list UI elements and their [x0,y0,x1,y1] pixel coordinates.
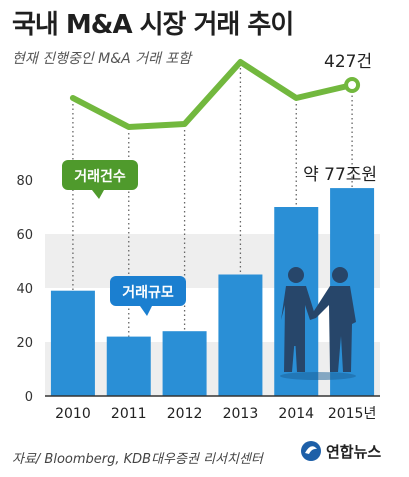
bar [218,274,263,396]
bar-data-label: 약 77조원 [303,165,377,185]
logo-text: 연합뉴스 [326,442,382,461]
y-tick-label: 80 [16,174,33,189]
logo: 연합뉴스 [300,440,381,462]
x-tick-label: 2015년 [328,406,377,422]
y-tick-label: 40 [16,282,33,297]
legend-bubble-size [110,276,186,306]
page-title: 국내 M&A 시장 거래 추이 [12,10,294,40]
legend-label-count: 거래건수 [74,168,126,185]
legend-bubble-size-tail [140,306,152,316]
legend-label-size: 거래규모 [122,285,174,301]
y-tick-label: 60 [16,228,33,243]
grid-band [45,234,380,288]
y-tick-label: 20 [16,336,33,351]
grid-band [45,342,380,396]
handshake-businessmen-icon [281,267,356,372]
legend-bubble-count-tail [92,190,104,199]
x-tick-label: 2010 [55,406,91,422]
x-tick-label: 2012 [167,406,203,422]
x-tick-label: 2014 [278,406,314,422]
y-tick-label: 0 [25,390,33,405]
legend-bubble-count [62,160,138,190]
figure-shadow [280,372,356,380]
x-tick-label: 2013 [223,406,259,422]
series-line-count [69,59,356,130]
line-end-marker [344,77,361,93]
chart: 0 20 40 60 80 2010 2011 2012 2013 2014 2015년 427건약 … [16,52,380,422]
page-subtitle: 현재 진행중인 M&A 거래 포함 [12,51,192,67]
x-tick-label: 2011 [111,406,147,422]
bar [162,331,207,396]
bar [50,290,95,396]
yonhap-logo-icon [301,441,321,461]
source-note: 자료/ Bloomberg, KDB대우증권 리서치센터 [12,452,263,467]
line-data-label: 427건 [324,52,372,72]
bar [106,336,151,396]
